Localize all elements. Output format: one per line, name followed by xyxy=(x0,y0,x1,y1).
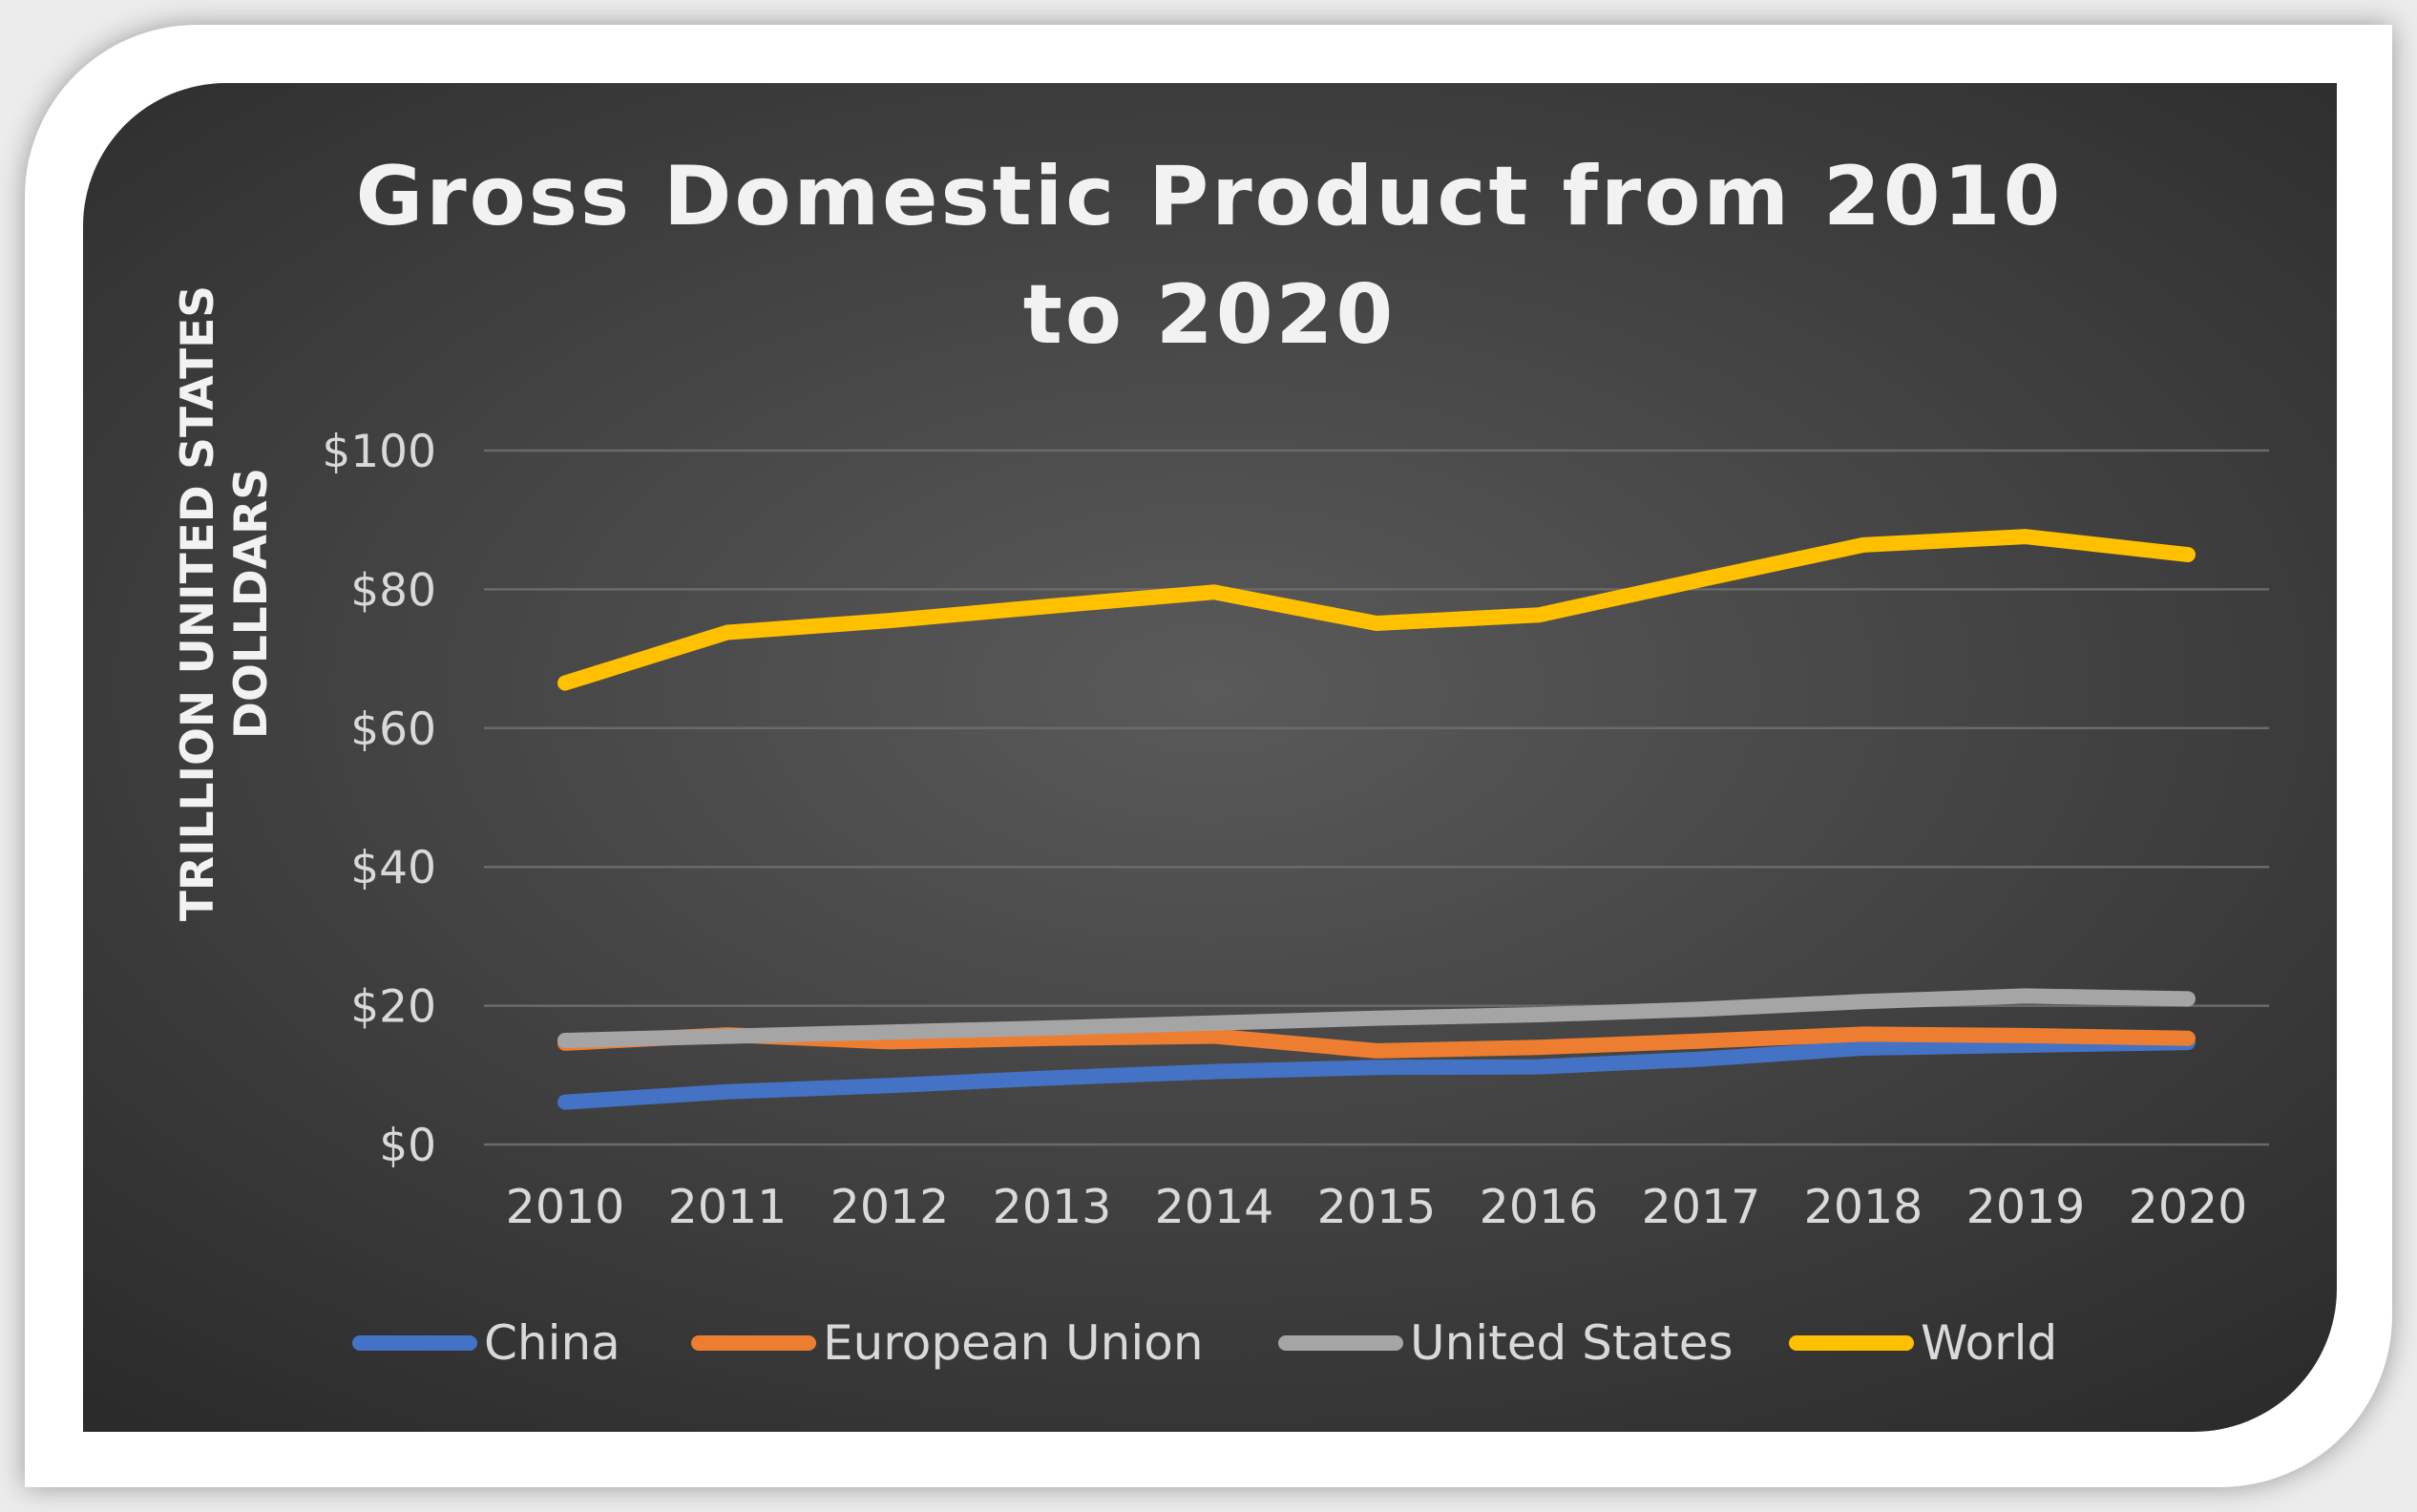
y-tick-label: $100 xyxy=(322,426,436,478)
data-point[interactable] xyxy=(1373,1046,1380,1055)
data-point[interactable] xyxy=(1373,1063,1380,1072)
legend-item-united-states[interactable]: United States xyxy=(1278,1315,1734,1371)
data-point[interactable] xyxy=(1048,1023,1056,1032)
data-point[interactable] xyxy=(1373,620,1380,628)
data-point[interactable] xyxy=(1535,1062,1543,1071)
legend-item-european-union[interactable]: European Union xyxy=(691,1315,1204,1371)
data-point[interactable] xyxy=(2184,551,2192,559)
data-point[interactable] xyxy=(1373,1014,1380,1022)
chart-title-line-1: Gross Domestic Product from 2010 xyxy=(356,149,2064,244)
data-point[interactable] xyxy=(1860,540,1867,549)
data-point[interactable] xyxy=(1048,1034,1056,1042)
data-point[interactable] xyxy=(2184,995,2192,1003)
x-tick-label: 2017 xyxy=(1642,1180,1761,1234)
y-axis-label-line-1: TRILLION UNITED STATES xyxy=(172,285,224,921)
data-point[interactable] xyxy=(1210,1067,1218,1076)
y-axis-label-line-2: DOLLDARS xyxy=(225,468,278,739)
data-point[interactable] xyxy=(2022,533,2029,541)
data-point[interactable] xyxy=(561,1098,569,1106)
x-tick-label: 2011 xyxy=(668,1180,788,1234)
data-point[interactable] xyxy=(1210,1032,1218,1040)
data-point[interactable] xyxy=(1860,1043,1867,1052)
data-point[interactable] xyxy=(1535,1011,1543,1019)
data-point[interactable] xyxy=(2184,1034,2192,1042)
x-tick-label: 2010 xyxy=(506,1180,625,1234)
x-tick-label: 2015 xyxy=(1317,1180,1437,1234)
series-lines xyxy=(557,529,2196,1110)
line-chart: Gross Domestic Product from 2010 to 2020… xyxy=(172,149,2269,1371)
x-tick-label: 2016 xyxy=(1480,1180,1599,1234)
data-point[interactable] xyxy=(1048,1074,1056,1082)
data-point[interactable] xyxy=(561,679,569,687)
gridlines xyxy=(484,449,2269,1146)
data-point[interactable] xyxy=(886,1082,893,1090)
legend-label: China xyxy=(484,1315,620,1371)
data-point[interactable] xyxy=(724,1087,731,1096)
legend[interactable]: China European Union United States World xyxy=(352,1315,2057,1371)
data-point[interactable] xyxy=(2022,992,2029,1000)
y-tick-label: $60 xyxy=(350,704,436,756)
legend-item-china[interactable]: China xyxy=(352,1315,620,1371)
data-point[interactable] xyxy=(561,1036,569,1044)
data-point[interactable] xyxy=(1535,1043,1543,1052)
y-tick-label: $20 xyxy=(350,981,436,1034)
x-tick-label: 2014 xyxy=(1155,1180,1274,1234)
chart-panel: Gross Domestic Product from 2010 to 2020… xyxy=(83,83,2337,1432)
legend-label: World xyxy=(1921,1315,2057,1371)
y-tick-label: $80 xyxy=(350,564,436,617)
data-point[interactable] xyxy=(1210,1018,1218,1027)
y-axis-ticks: $0 $20 $40 $60 $80 $100 xyxy=(322,426,436,1172)
data-point[interactable] xyxy=(1697,576,1705,584)
data-point[interactable] xyxy=(1860,998,1867,1006)
x-tick-label: 2018 xyxy=(1804,1180,1923,1234)
data-point[interactable] xyxy=(2022,1031,2029,1040)
data-point[interactable] xyxy=(886,1028,893,1037)
legend-label: European Union xyxy=(823,1315,1204,1371)
data-point[interactable] xyxy=(1048,601,1056,610)
data-point[interactable] xyxy=(724,628,731,637)
x-tick-label: 2013 xyxy=(993,1180,1112,1234)
x-tick-label: 2012 xyxy=(830,1180,950,1234)
data-point[interactable] xyxy=(886,617,893,625)
data-point[interactable] xyxy=(1697,1037,1705,1045)
legend-item-world[interactable]: World xyxy=(1789,1315,2057,1371)
y-tick-label: $40 xyxy=(350,842,436,894)
data-point[interactable] xyxy=(724,1032,731,1040)
data-point[interactable] xyxy=(2022,1041,2029,1050)
y-tick-label: $0 xyxy=(379,1120,436,1172)
x-axis-ticks: 2010 2011 2012 2013 2014 2015 2016 2017 2018 2019… xyxy=(506,1180,2248,1234)
data-point[interactable] xyxy=(1210,588,1218,597)
series-line-world[interactable] xyxy=(557,529,2196,691)
chart-title-line-2: to 2020 xyxy=(1023,267,1397,363)
data-point[interactable] xyxy=(1535,611,1543,620)
y-axis-label: TRILLION UNITED STATES DOLLDARS xyxy=(172,285,278,921)
data-point[interactable] xyxy=(1697,1055,1705,1063)
x-tick-label: 2020 xyxy=(2129,1180,2248,1234)
legend-label: United States xyxy=(1410,1315,1734,1371)
data-point[interactable] xyxy=(1697,1005,1705,1014)
data-point[interactable] xyxy=(886,1038,893,1046)
data-point[interactable] xyxy=(1860,1030,1867,1039)
x-tick-label: 2019 xyxy=(1966,1180,2086,1234)
